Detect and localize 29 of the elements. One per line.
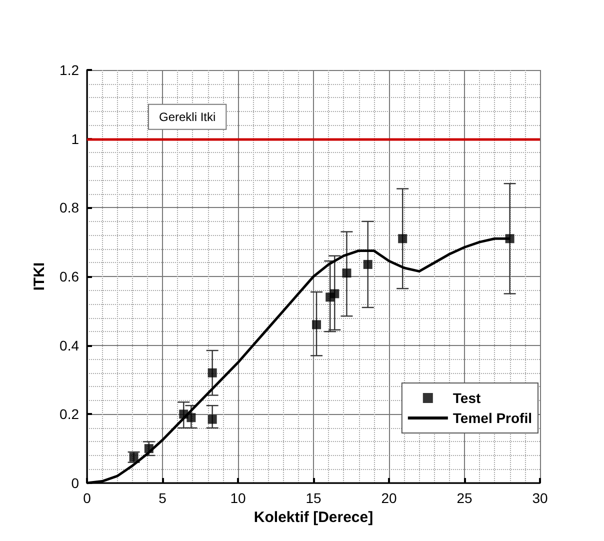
x-tick-label: 30	[532, 490, 548, 506]
y-tick-label: 1	[71, 130, 80, 147]
legend-label: Temel Profil	[452, 410, 532, 426]
point	[330, 289, 340, 298]
x-tick-label: 20	[381, 490, 397, 506]
point	[208, 368, 217, 378]
point	[186, 413, 196, 422]
point	[505, 234, 514, 244]
x-tick-label: 25	[456, 490, 472, 506]
y-tick-label: 0.4	[60, 337, 80, 354]
y-tick-label: 0.8	[60, 200, 80, 216]
x-tick-label: 0	[83, 490, 92, 506]
ref-line-label: Gerekli Itki	[159, 110, 216, 124]
y-axis-title: ITKI	[31, 262, 48, 291]
point	[312, 320, 322, 330]
point	[363, 260, 372, 269]
x-axis-title: Kolektif [Derece]	[254, 508, 374, 526]
y-tick-label: 1.2	[60, 62, 80, 78]
point	[208, 414, 217, 424]
x-tick-label: 10	[230, 490, 246, 506]
y-tick-label: 0.2	[60, 406, 80, 422]
legend-label: Test	[452, 390, 481, 406]
point	[398, 234, 408, 244]
x-tick-label: 5	[158, 490, 167, 506]
point	[144, 444, 154, 454]
y-tick-label: 0.6	[60, 268, 80, 284]
x-tick-label: 15	[306, 490, 322, 506]
y-tick-label: 0	[71, 475, 80, 491]
point	[342, 268, 352, 278]
